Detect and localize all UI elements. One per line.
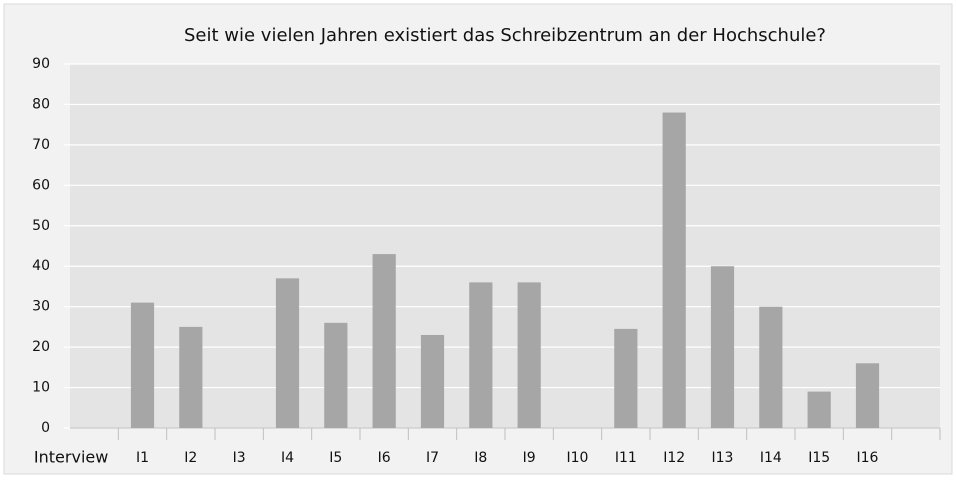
x-tick-label: I15 xyxy=(808,450,830,466)
x-tick-label: I16 xyxy=(857,450,879,466)
y-tick-label: 80 xyxy=(32,96,50,112)
x-tick-label: I12 xyxy=(663,450,685,466)
x-tick-label: I4 xyxy=(281,450,294,466)
x-tick-label: I11 xyxy=(615,450,637,466)
x-tick-label: I9 xyxy=(523,450,536,466)
x-tick-label: Interview xyxy=(34,448,108,467)
x-tick-label: I7 xyxy=(426,450,439,466)
x-tick-label: I14 xyxy=(760,450,782,466)
y-tick-label: 20 xyxy=(32,339,50,355)
bar xyxy=(372,254,396,428)
chart-title: Seit wie vielen Jahren existiert das Sch… xyxy=(184,25,826,46)
bar xyxy=(517,282,541,428)
bar xyxy=(420,334,445,428)
bar xyxy=(275,278,300,428)
y-tick-label: 30 xyxy=(32,299,50,315)
x-tick-label: I2 xyxy=(184,450,197,466)
plot-area xyxy=(70,64,940,428)
y-tick-label: 60 xyxy=(32,177,50,193)
x-tick-label: I8 xyxy=(474,450,487,466)
y-tick-label: 50 xyxy=(32,218,50,234)
bar xyxy=(759,306,783,428)
bar xyxy=(614,328,638,428)
x-tick-label: I10 xyxy=(567,450,589,466)
x-tick-label: I3 xyxy=(233,450,246,466)
bar xyxy=(710,266,735,428)
y-tick-label: 90 xyxy=(32,56,50,72)
bar xyxy=(130,302,155,428)
x-tick-label: I5 xyxy=(329,450,342,466)
x-tick-label: I1 xyxy=(136,450,149,466)
bar xyxy=(324,322,348,428)
bar xyxy=(469,282,493,428)
y-tick-label: 10 xyxy=(32,380,50,396)
y-tick-label: 40 xyxy=(32,258,50,274)
y-tick-label: 0 xyxy=(41,420,50,436)
x-tick-label: I13 xyxy=(712,450,734,466)
y-tick-label: 70 xyxy=(32,137,50,153)
x-tick-label: I6 xyxy=(378,450,391,466)
bar xyxy=(855,363,880,428)
bar xyxy=(807,391,831,428)
bar xyxy=(179,326,203,428)
bar xyxy=(662,112,686,429)
